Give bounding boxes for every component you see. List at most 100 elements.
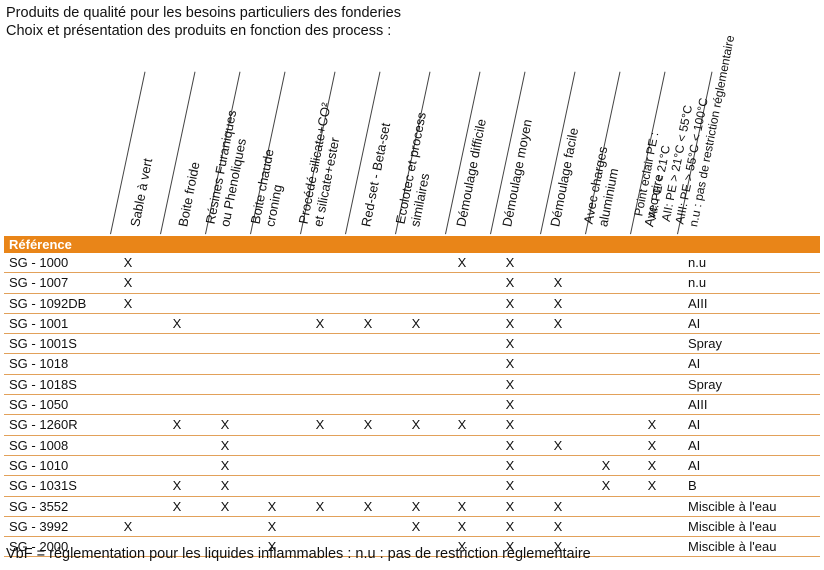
table-row: SG - 1001S X Spray <box>4 334 820 355</box>
reference-cell: SG - 2000 <box>9 539 69 555</box>
mark-cell: X <box>267 498 277 514</box>
mark-cell: X <box>505 437 515 453</box>
reference-cell: SG - 1008 <box>9 437 69 453</box>
mark-cell: X <box>457 518 467 534</box>
reference-cell: SG - 1001 <box>9 315 69 331</box>
mark-cell: X <box>220 457 230 473</box>
mark-cell: X <box>457 417 467 433</box>
mark-cell: X <box>505 356 515 372</box>
mark-cell: X <box>411 498 421 514</box>
mark-cell: X <box>505 397 515 413</box>
mark-cell: X <box>123 275 133 291</box>
mark-cell: X <box>411 315 421 331</box>
mark-cell: X <box>220 417 230 433</box>
table-row: SG - 1010 X X X X AI <box>4 456 820 477</box>
mark-cell: X <box>315 315 325 331</box>
table-row: SG - 1050 X AIII <box>4 395 820 416</box>
mark-cell: X <box>457 539 467 555</box>
table-row: SG - 1001 X X X X X X AI <box>4 314 820 335</box>
reference-header-bar <box>4 236 820 253</box>
mark-cell: X <box>220 437 230 453</box>
flash-point-cell: B <box>688 478 697 494</box>
mark-cell: X <box>172 315 182 331</box>
mark-cell: X <box>553 498 563 514</box>
flash-point-cell: Miscible à l'eau <box>688 539 777 555</box>
mark-cell: X <box>505 457 515 473</box>
column-header-label: Résines Furaniques ou Phenoliques <box>202 108 250 228</box>
table-row: SG - 2000 X X X X Miscible à l'eau <box>4 537 820 558</box>
reference-cell: SG - 1000 <box>9 255 69 270</box>
reference-cell: SG - 1001S <box>9 336 77 352</box>
reference-cell: SG - 1050 <box>9 397 69 413</box>
mark-cell: X <box>553 275 563 291</box>
flash-point-cell: n.u <box>688 275 707 291</box>
table-row: SG - 1260R X X X X X X X X AI <box>4 415 820 436</box>
reference-cell: SG - 1007 <box>9 275 69 291</box>
column-header-label: Procédé silicate+CO² et silicate+ester <box>295 101 343 228</box>
page-subtitle: Choix et présentation des produits en fo… <box>6 23 392 39</box>
table-row: SG - 3552 X X X X X X X X X Miscible à l'eau <box>4 497 820 517</box>
flash-point-cell: n.u <box>688 255 707 270</box>
mark-cell: X <box>172 498 182 514</box>
mark-cell: X <box>505 417 515 433</box>
flash-point-cell: AI <box>688 356 701 372</box>
column-header-label: Sable à vert <box>127 157 156 228</box>
flash-point-cell: AIII <box>688 295 708 311</box>
page-title: Produits de qualité pour les besoins par… <box>6 5 401 21</box>
mark-cell: X <box>505 478 515 494</box>
mark-cell: X <box>220 498 230 514</box>
mark-cell: X <box>505 295 515 311</box>
column-header-label: Boite froide <box>175 160 203 228</box>
mark-cell: X <box>267 518 277 534</box>
column-headers: Sable à vert Boite froide Résines Furaniqu… <box>0 0 824 240</box>
reference-cell: SG - 3552 <box>9 498 69 514</box>
reference-cell: SG - 3992 <box>9 518 69 534</box>
mark-cell: X <box>505 376 515 392</box>
reference-cell: SG - 1018 <box>9 356 69 372</box>
mark-cell: X <box>172 417 182 433</box>
flash-point-cell: Spray <box>688 336 722 352</box>
mark-cell: X <box>505 275 515 291</box>
mark-cell: X <box>123 518 133 534</box>
mark-cell: X <box>315 417 325 433</box>
flash-point-cell: AIII <box>688 397 708 413</box>
table-row: SG - 1031S X X X X X B <box>4 476 820 497</box>
reference-header-label: Référence <box>9 237 72 252</box>
flash-point-cell: AI <box>688 437 701 453</box>
mark-cell: X <box>505 518 515 534</box>
mark-cell: X <box>220 478 230 494</box>
mark-cell: X <box>553 539 563 555</box>
column-header-label: Point eclair PE : AI: PE < 21°C AII: PE … <box>631 34 738 228</box>
mark-cell: X <box>505 315 515 331</box>
table-row: SG - 1018 X AI <box>4 354 820 375</box>
reference-cell: SG - 1092DB <box>9 295 87 311</box>
mark-cell: X <box>505 539 515 555</box>
mark-cell: X <box>411 518 421 534</box>
reference-cell: SG - 1031S <box>9 478 77 494</box>
column-header-label: Ecolotec et process similaires <box>392 110 433 228</box>
flash-point-cell: Miscible à l'eau <box>688 498 777 514</box>
mark-cell: X <box>505 255 515 270</box>
reference-cell: SG - 1018S <box>9 376 77 392</box>
mark-cell: X <box>647 417 657 433</box>
mark-cell: X <box>123 295 133 311</box>
flash-point-cell: Spray <box>688 376 722 392</box>
flash-point-cell: AI <box>688 457 701 473</box>
mark-cell: X <box>647 478 657 494</box>
table-row: SG - 1008 X X X X AI <box>4 436 820 456</box>
column-header-label: Démoulage moyen <box>499 118 535 228</box>
flash-point-cell: AI <box>688 315 701 331</box>
mark-cell: X <box>647 457 657 473</box>
mark-cell: X <box>457 498 467 514</box>
mark-cell: X <box>172 478 182 494</box>
mark-cell: X <box>647 437 657 453</box>
mark-cell: X <box>553 315 563 331</box>
flash-point-cell: Miscible à l'eau <box>688 518 777 534</box>
flash-point-cell: AI <box>688 417 701 433</box>
mark-cell: X <box>505 336 515 352</box>
reference-cell: SG - 1010 <box>9 457 69 473</box>
mark-cell: X <box>553 518 563 534</box>
